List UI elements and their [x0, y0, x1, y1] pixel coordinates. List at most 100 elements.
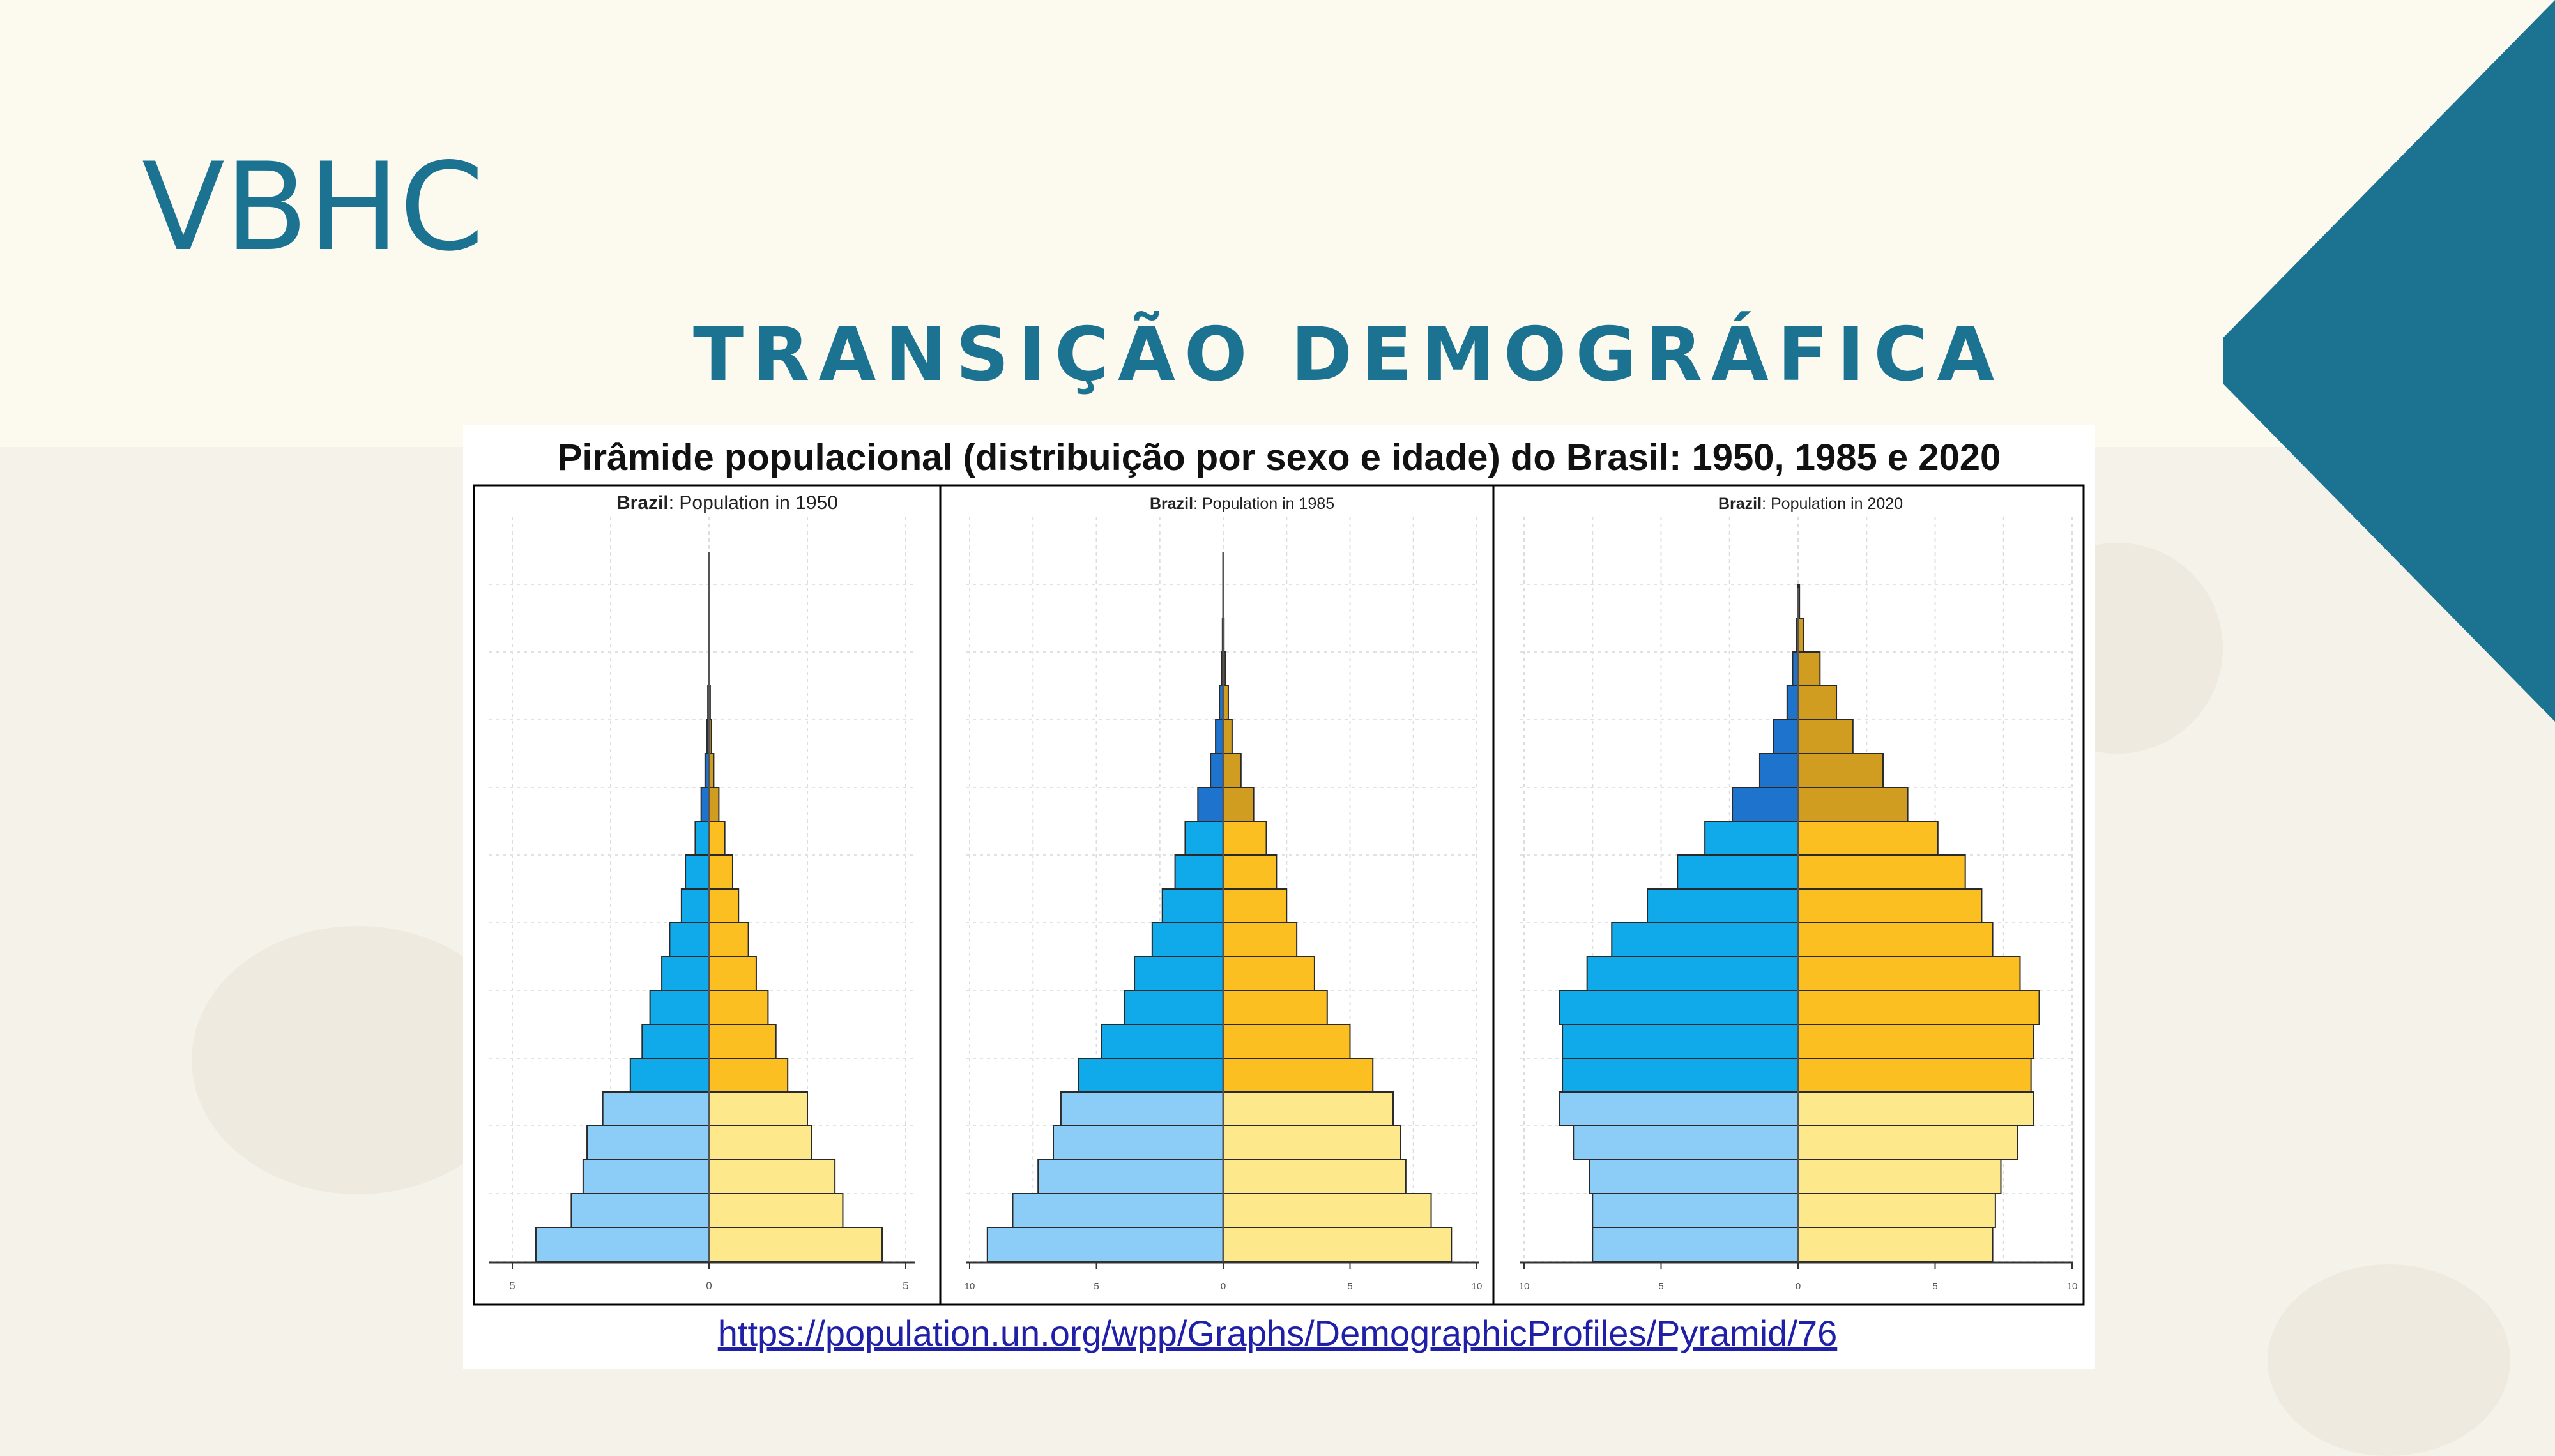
- pyramid-bar-female: [1223, 855, 1276, 889]
- pyramid-bar-male: [1038, 1160, 1223, 1194]
- pyramid-bar-male: [1562, 1024, 1798, 1058]
- pyramid-bar-female: [709, 1024, 776, 1058]
- pyramid-bar-male: [662, 957, 709, 990]
- pyramid-bar-female: [1798, 957, 2020, 990]
- pyramid-bar-male: [1560, 1092, 1798, 1126]
- pyramid-bar-male: [685, 855, 709, 889]
- pyramid-bar-male: [1134, 957, 1223, 990]
- pyramid-bar-male: [1175, 855, 1223, 889]
- pyramid-bar-male: [587, 1126, 709, 1160]
- background-pill-shape: [2268, 1264, 2510, 1456]
- slide-title: VBHC: [142, 147, 484, 268]
- pyramid-bar-male: [701, 787, 709, 821]
- x-tick-label: 5: [903, 1280, 908, 1292]
- pyramid-bar-female: [1223, 1126, 1401, 1160]
- pyramid-bar-male: [1612, 923, 1798, 957]
- pyramid-bar-female: [709, 957, 756, 990]
- pyramid-bar-male: [1053, 1126, 1223, 1160]
- pyramid-bar-female: [1798, 855, 1965, 889]
- pyramid-bar-male: [1210, 754, 1223, 787]
- pyramid-bar-female: [1798, 652, 1820, 686]
- chart-panel-title-country: Brazil: [1150, 495, 1193, 513]
- pyramid-bar-female: [709, 1160, 835, 1194]
- corner-triangle-decoration: [2223, 0, 2555, 722]
- pyramid-bar-female: [709, 1092, 807, 1126]
- pyramid-bar-female: [1223, 1058, 1373, 1092]
- pyramid-bar-male: [1101, 1024, 1223, 1058]
- pyramid-bar-female: [1223, 787, 1254, 821]
- pyramid-bar-male: [1216, 720, 1223, 754]
- pyramid-bar-female: [1798, 720, 1853, 754]
- population-pyramid-figure: Pirâmide populacional (distribuição por …: [463, 425, 2095, 1369]
- chart-panel-title: Brazil: Population in 2020: [1718, 495, 1903, 513]
- pyramid-bar-female: [1223, 1024, 1350, 1058]
- pyramid-bar-female: [1223, 957, 1315, 990]
- chart-panel-title-rest: : Population in 1950: [669, 492, 838, 513]
- pyramid-bar-female: [1798, 923, 1993, 957]
- chart-panel-title-rest: : Population in 1985: [1193, 495, 1334, 513]
- pyramid-bar-male: [1124, 990, 1223, 1024]
- pyramid-bar-male: [1573, 1126, 1798, 1160]
- pyramid-bar-male: [1061, 1092, 1223, 1126]
- pyramid-bar-male: [650, 990, 709, 1024]
- pyramid-bar-male: [695, 821, 709, 855]
- pyramid-bar-female: [1223, 720, 1232, 754]
- pyramid-bar-female: [1798, 1160, 2001, 1194]
- x-tick-label: 5: [1347, 1281, 1352, 1292]
- pyramid-bar-male: [1760, 754, 1798, 787]
- pyramid-bar-female: [1798, 889, 1981, 923]
- chart-panel-title: Brazil: Population in 1985: [1150, 495, 1334, 513]
- pyramid-bar-male: [630, 1058, 709, 1092]
- pyramid-bar-male: [1560, 990, 1798, 1024]
- pyramid-bar-female: [709, 889, 738, 923]
- x-tick-label: 5: [1094, 1281, 1099, 1292]
- pyramid-bar-male: [1012, 1194, 1223, 1227]
- pyramid-bar-male: [1787, 686, 1798, 720]
- pyramid-bar-female: [1223, 821, 1266, 855]
- pyramid-bar-female: [1223, 990, 1327, 1024]
- chart-panel-title-country: Brazil: [616, 492, 669, 513]
- pyramid-bar-male: [571, 1194, 709, 1227]
- x-tick-label: 10: [1472, 1281, 1483, 1292]
- pyramid-bar-male: [1732, 787, 1798, 821]
- pyramid-bar-female: [1798, 787, 1908, 821]
- pyramid-bar-male: [669, 923, 709, 957]
- x-tick-label: 10: [1519, 1281, 1530, 1292]
- pyramid-bar-female: [1798, 1194, 1995, 1227]
- pyramid-bar-male: [1677, 855, 1798, 889]
- pyramid-bar-male: [1705, 821, 1798, 855]
- pyramid-bar-female: [1798, 1126, 2017, 1160]
- x-tick-label: 10: [2067, 1281, 2078, 1292]
- x-tick-label: 5: [1932, 1281, 1937, 1292]
- pyramid-bar-female: [1798, 821, 1938, 855]
- pyramid-bar-male: [1647, 889, 1798, 923]
- pyramid-bar-female: [1223, 754, 1241, 787]
- corner-triangle-shape: [2223, 0, 2555, 722]
- pyramid-bar-female: [1223, 923, 1297, 957]
- pyramid-bar-male: [1590, 1160, 1798, 1194]
- source-link[interactable]: https://population.un.org/wpp/Graphs/Dem…: [0, 1312, 2555, 1354]
- pyramid-bar-male: [536, 1227, 709, 1261]
- slide-subtitle: TRANSIÇÃO DEMOGRÁFICA: [693, 318, 2003, 392]
- pyramid-bar-female: [1798, 1227, 1993, 1261]
- pyramid-bar-male: [642, 1024, 709, 1058]
- pyramid-bar-male: [1587, 957, 1798, 990]
- pyramid-bar-female: [1798, 754, 1883, 787]
- pyramid-bar-female: [709, 787, 719, 821]
- chart-panel-title-country: Brazil: [1718, 495, 1762, 513]
- pyramid-bar-female: [1223, 889, 1286, 923]
- pyramid-bar-female: [1798, 1024, 2034, 1058]
- pyramid-bar-female: [709, 855, 733, 889]
- pyramid-bar-female: [709, 1058, 788, 1092]
- pyramid-bar-male: [682, 889, 709, 923]
- chart-panel-title: Brazil: Population in 1950: [616, 492, 838, 513]
- pyramid-bar-female: [1798, 990, 2040, 1024]
- pyramid-bar-female: [709, 1194, 843, 1227]
- pyramid-bar-male: [1198, 787, 1223, 821]
- pyramid-bar-male: [1185, 821, 1223, 855]
- x-tick-label: 0: [1221, 1281, 1226, 1292]
- pyramid-bar-female: [709, 821, 725, 855]
- pyramid-bar-female: [1223, 1092, 1393, 1126]
- pyramid-bar-male: [1592, 1194, 1798, 1227]
